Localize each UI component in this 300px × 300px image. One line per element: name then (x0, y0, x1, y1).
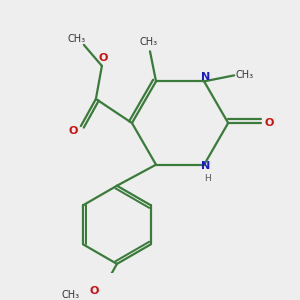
Text: CH₃: CH₃ (236, 70, 254, 80)
Text: N: N (201, 72, 210, 82)
Text: H: H (204, 174, 211, 183)
Text: N: N (201, 161, 210, 171)
Text: CH₃: CH₃ (61, 290, 80, 300)
Text: O: O (69, 125, 78, 136)
Text: O: O (99, 53, 108, 63)
Text: CH₃: CH₃ (67, 34, 86, 44)
Text: O: O (90, 286, 99, 296)
Text: CH₃: CH₃ (140, 37, 158, 47)
Text: O: O (264, 118, 273, 128)
